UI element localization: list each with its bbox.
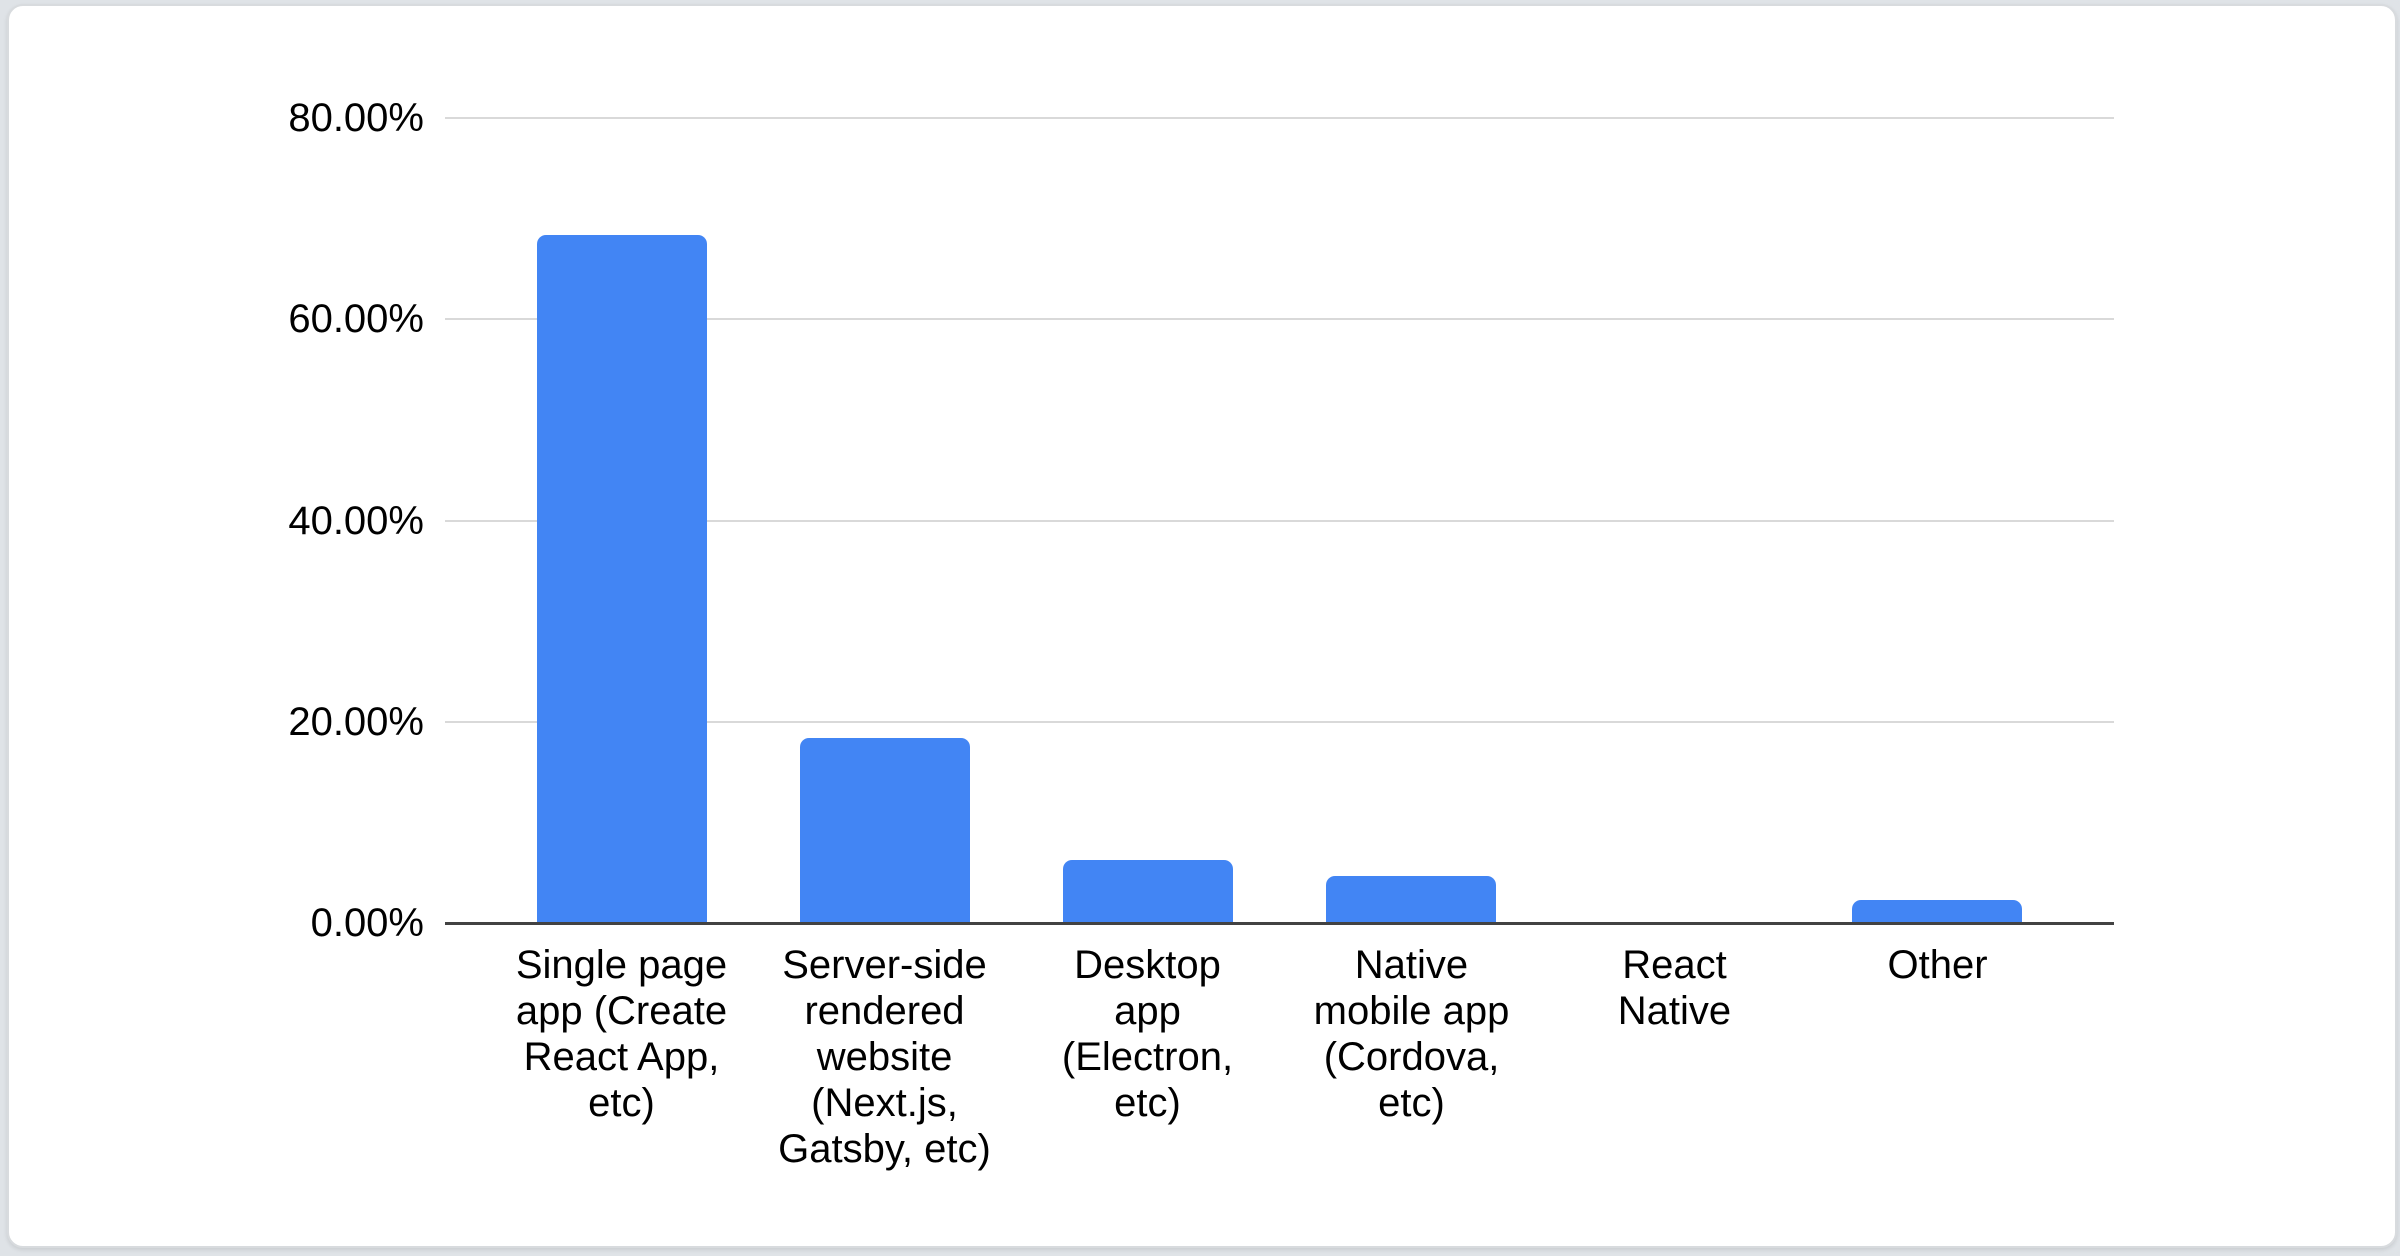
gridline-40 [445,519,2114,522]
x-category-label-line: website [816,1035,953,1079]
bar-6 [1852,900,2022,923]
x-category-label-line: Native [1354,943,1469,987]
bar-1 [537,235,707,923]
x-category-label-line: etc) [1378,1081,1445,1125]
x-category-label-line: mobile app [1313,989,1510,1033]
chart-card: 0.00% 20.00% 40.00% 60.00% 80.00% Single pag… [7,4,2397,1248]
bar-chart: 0.00% 20.00% 40.00% 60.00% 80.00% Single pag… [9,6,2395,1246]
x-category-label: Desktop app (Electron, etc) [1016,942,1279,1126]
x-category-label: Native mobile app (Cordova, etc) [1280,942,1543,1126]
bar-4 [1326,876,1496,923]
bar-3 [1063,860,1233,923]
gridline-20 [445,720,2114,723]
x-category-label-line: Native [1617,989,1732,1033]
x-category-label-line: rendered [804,989,965,1033]
y-tick-label: 60.00% [288,297,424,342]
x-category-label-line: Desktop [1074,943,1221,987]
x-axis-baseline [445,922,2114,925]
x-category-label-line: (Next.js, [811,1081,958,1125]
x-category-label-line: Single page [515,943,728,987]
x-category-label-line: React [1622,943,1727,987]
x-category-label: Server-side rendered website (Next.js, Gatsb… [753,942,1016,1172]
bar-2 [800,738,970,923]
y-tick-label: 80.00% [288,96,424,140]
x-category-label: React Native [1543,942,1806,1034]
x-category-label: Other [1806,942,2069,988]
x-category-label-line: React App, [523,1035,720,1079]
gridline-80 [445,117,2114,119]
x-category-label-line: Gatsby, etc) [778,1127,991,1171]
x-category-label-line: Other [1887,943,1988,987]
y-tick-label: 40.00% [288,498,424,543]
x-category-label-line: (Cordova, [1323,1035,1500,1079]
x-category-label-line: Server-side [782,943,987,987]
x-category-label: Single page app (Create React App, etc) [490,942,753,1126]
y-tick-label: 0.00% [310,901,424,945]
gridline-60 [445,318,2114,321]
x-category-label-line: app (Create [515,989,728,1033]
x-category-label-line: etc) [1114,1081,1181,1125]
x-category-label-line: (Electron, [1061,1035,1234,1079]
x-category-label-line: app [1114,989,1181,1033]
y-tick-label: 20.00% [288,699,424,744]
x-category-label-line: etc) [588,1081,655,1125]
